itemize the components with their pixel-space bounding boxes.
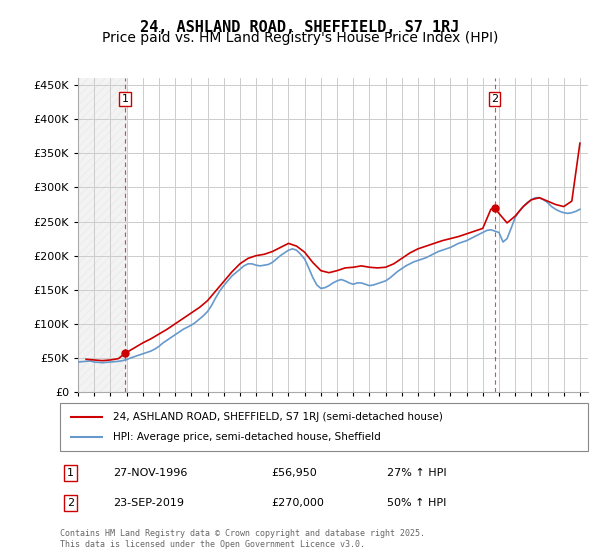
Text: £56,950: £56,950 [271, 468, 317, 478]
Text: 24, ASHLAND ROAD, SHEFFIELD, S7 1RJ (semi-detached house): 24, ASHLAND ROAD, SHEFFIELD, S7 1RJ (sem… [113, 412, 443, 422]
Text: 2: 2 [491, 94, 498, 104]
Text: 50% ↑ HPI: 50% ↑ HPI [388, 498, 447, 508]
Text: 2: 2 [67, 498, 74, 508]
Text: 23-SEP-2019: 23-SEP-2019 [113, 498, 184, 508]
Text: 1: 1 [122, 94, 128, 104]
Text: 24, ASHLAND ROAD, SHEFFIELD, S7 1RJ: 24, ASHLAND ROAD, SHEFFIELD, S7 1RJ [140, 20, 460, 35]
Text: 27-NOV-1996: 27-NOV-1996 [113, 468, 187, 478]
Text: 1: 1 [67, 468, 74, 478]
Text: HPI: Average price, semi-detached house, Sheffield: HPI: Average price, semi-detached house,… [113, 432, 380, 442]
Bar [78, 78, 127, 392]
Text: Price paid vs. HM Land Registry's House Price Index (HPI): Price paid vs. HM Land Registry's House … [102, 31, 498, 45]
Text: 27% ↑ HPI: 27% ↑ HPI [388, 468, 447, 478]
Text: Contains HM Land Registry data © Crown copyright and database right 2025.
This d: Contains HM Land Registry data © Crown c… [60, 529, 425, 549]
Text: £270,000: £270,000 [271, 498, 324, 508]
FancyBboxPatch shape [60, 403, 588, 451]
